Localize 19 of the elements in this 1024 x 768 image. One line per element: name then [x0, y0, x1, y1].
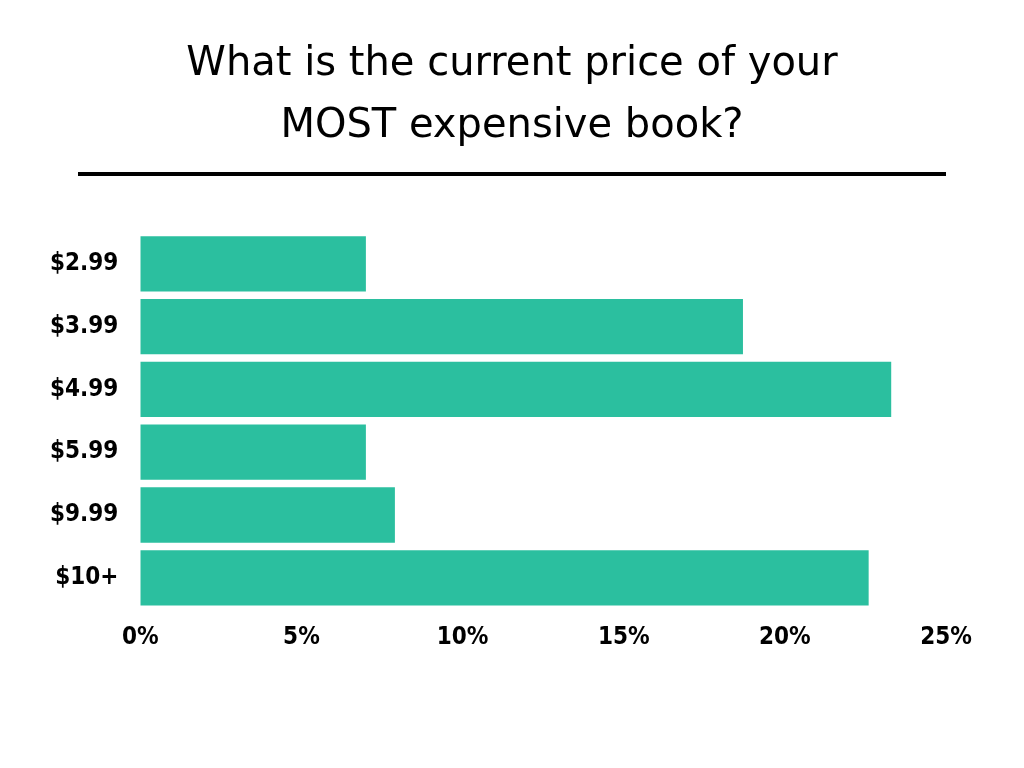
y-tick-label: $5.99 — [50, 436, 119, 465]
bar — [140, 487, 395, 543]
bar — [140, 236, 366, 292]
bar — [140, 550, 869, 606]
bar — [140, 424, 366, 480]
chart-title: What is the current price of your MOST expensive book? — [185, 37, 839, 148]
x-tick-label: 5% — [283, 621, 320, 650]
x-tick-label: 20% — [759, 621, 811, 650]
y-tick-label: $10+ — [55, 562, 119, 591]
y-tick-label: $9.99 — [50, 499, 119, 528]
x-tick-label: 0% — [121, 621, 159, 650]
y-tick-label: $2.99 — [50, 248, 119, 277]
x-tick-label: 25% — [920, 621, 972, 650]
x-tick-label: 15% — [597, 621, 650, 650]
x-tick-label: 10% — [436, 621, 489, 650]
y-tick-label: $4.99 — [50, 373, 119, 402]
y-tick-label: $3.99 — [50, 310, 119, 339]
bar — [140, 298, 743, 355]
bar — [140, 361, 892, 418]
